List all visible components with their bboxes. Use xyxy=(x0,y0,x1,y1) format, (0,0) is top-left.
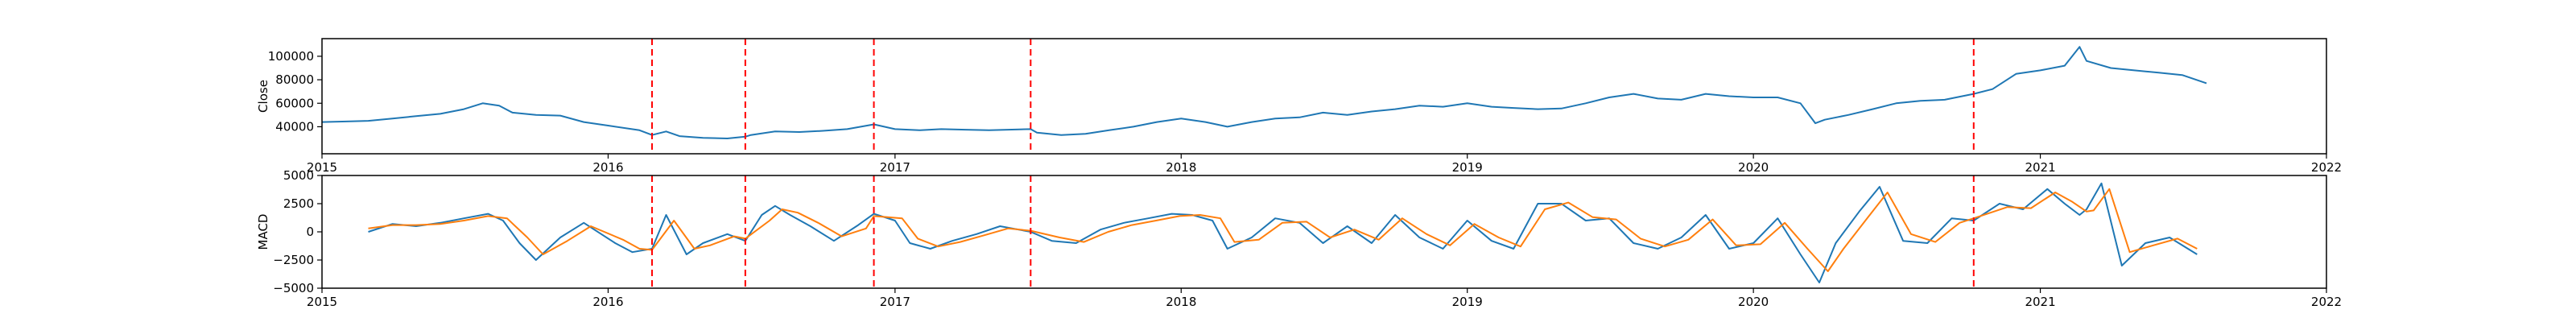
close-y-ticks: 40000 60000 80000 100000 xyxy=(268,49,322,134)
macd-panel: −5000 −2500 0 2500 5000 2015 2016 2017 2018 2019… xyxy=(256,168,2342,309)
macd-y-tick-label: 5000 xyxy=(283,168,314,183)
close-x-tick-label: 2020 xyxy=(1738,160,1769,175)
macd-x-tick-label: 2020 xyxy=(1738,295,1769,309)
macd-series-line-2 xyxy=(368,188,2198,272)
close-series-line-1 xyxy=(321,46,2207,139)
close-y-tick-label: 40000 xyxy=(275,119,314,134)
macd-x-tick-label: 2019 xyxy=(1452,295,1483,309)
macd-y-tick-label: −2500 xyxy=(273,253,314,267)
macd-series-line-1 xyxy=(368,182,2198,283)
close-x-tick-label: 2016 xyxy=(592,160,623,175)
macd-y-tick-label: −5000 xyxy=(273,281,314,295)
close-x-tick-label: 2021 xyxy=(2025,160,2055,175)
close-x-tick-label: 2015 xyxy=(307,160,337,175)
close-y-tick-label: 100000 xyxy=(268,49,314,64)
macd-y-tick-label: 0 xyxy=(306,225,314,239)
macd-x-tick-label: 2018 xyxy=(1166,295,1196,309)
close-y-axis-label: Close xyxy=(256,80,270,113)
close-plot-area xyxy=(321,39,2207,154)
close-x-tick-label: 2019 xyxy=(1452,160,1483,175)
macd-y-tick-label: 2500 xyxy=(283,196,314,211)
close-axes-frame xyxy=(321,38,2327,155)
close-x-tick-label: 2018 xyxy=(1166,160,1196,175)
macd-y-axis-label: MACD xyxy=(256,214,270,250)
close-x-tick-label: 2022 xyxy=(2311,160,2342,175)
close-x-tick-label: 2017 xyxy=(880,160,910,175)
macd-plot-area xyxy=(368,175,2198,288)
close-x-ticks: 2015 2016 2017 2018 2019 2020 2021 2022 xyxy=(307,154,2342,175)
macd-x-tick-label: 2017 xyxy=(880,295,910,309)
close-y-tick-label: 80000 xyxy=(275,72,314,87)
macd-x-tick-label: 2022 xyxy=(2311,295,2342,309)
macd-y-ticks: −5000 −2500 0 2500 5000 xyxy=(273,168,322,295)
macd-x-tick-label: 2015 xyxy=(307,295,337,309)
macd-x-tick-label: 2021 xyxy=(2025,295,2055,309)
macd-x-tick-label: 2016 xyxy=(592,295,623,309)
close-y-tick-label: 60000 xyxy=(275,96,314,110)
macd-x-ticks: 2015 2016 2017 2018 2019 2020 2021 2022 xyxy=(307,288,2342,309)
